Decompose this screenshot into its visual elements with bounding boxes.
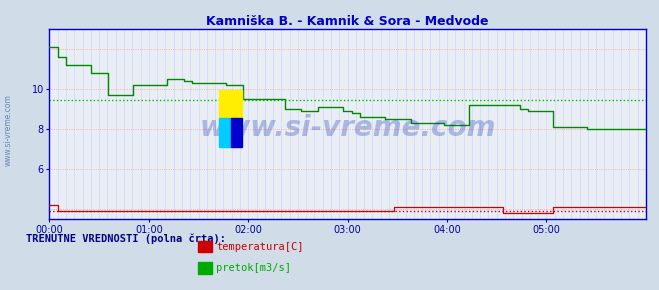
Bar	[231, 118, 242, 147]
Text: pretok[m3/s]: pretok[m3/s]	[216, 263, 291, 273]
Text: TRENUTNE VREDNOSTI (polna črta):: TRENUTNE VREDNOSTI (polna črta):	[26, 233, 226, 244]
Bar	[219, 90, 242, 118]
Text: www.si-vreme.com: www.si-vreme.com	[3, 95, 13, 166]
Text: www.si-vreme.com: www.si-vreme.com	[200, 114, 496, 142]
Bar	[219, 118, 231, 147]
Title: Kamniška B. - Kamnik & Sora - Medvode: Kamniška B. - Kamnik & Sora - Medvode	[206, 15, 489, 28]
Text: temperatura[C]: temperatura[C]	[216, 242, 304, 251]
